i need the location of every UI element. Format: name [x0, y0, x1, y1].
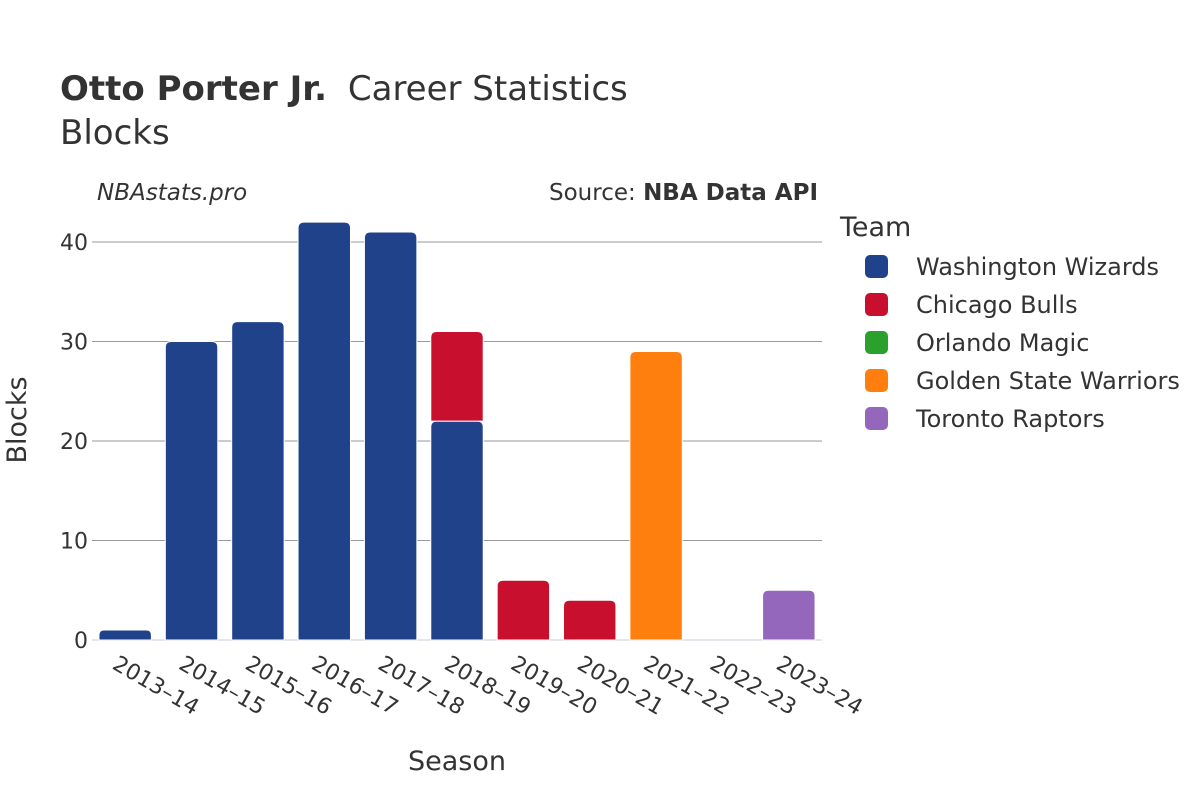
legend-item[interactable]: Chicago Bulls: [865, 291, 1078, 319]
bar-segment[interactable]: [563, 599, 617, 641]
source-prefix: Source:: [549, 180, 643, 206]
chart-subtitle: Blocks: [60, 113, 170, 153]
legend-swatch: [865, 407, 888, 430]
legend-label: Toronto Raptors: [915, 405, 1105, 433]
x-tick-labels: 2013–142014–152015–162016–172017–182018–…: [108, 652, 866, 721]
legend-swatch: [865, 331, 888, 354]
title-player: Otto Porter Jr.: [60, 69, 327, 109]
bar-segment[interactable]: [430, 420, 484, 641]
bar-segment[interactable]: [363, 231, 418, 641]
bars: [98, 221, 816, 641]
source-name: NBA Data API: [643, 180, 818, 206]
y-tick-label: 10: [60, 530, 88, 555]
legend-item[interactable]: Orlando Magic: [865, 329, 1089, 357]
legend-swatch: [865, 255, 888, 278]
source-credit: Source: NBA Data API: [549, 180, 818, 206]
legend-title: Team: [839, 212, 911, 243]
y-tick-label: 40: [60, 231, 88, 256]
bar-segment[interactable]: [297, 221, 351, 641]
x-axis-title: Season: [408, 746, 506, 777]
y-tick-label: 20: [60, 430, 88, 455]
bar-segment[interactable]: [430, 331, 484, 422]
legend-label: Orlando Magic: [916, 329, 1089, 357]
bar-segment[interactable]: [762, 589, 816, 641]
chart-title: Otto Porter Jr. Career Statistics: [60, 69, 628, 109]
y-tick-label: 0: [74, 629, 88, 654]
bar-segment[interactable]: [231, 321, 285, 641]
legend-label: Washington Wizards: [916, 253, 1159, 281]
legend: Team Washington Wizards Chicago Bulls Orla…: [839, 212, 1180, 433]
bar-segment[interactable]: [164, 341, 219, 641]
legend-swatch: [865, 293, 888, 316]
y-tick-labels: 0 10 20 30 40: [60, 231, 88, 654]
title-rest: Career Statistics: [348, 69, 628, 109]
y-axis-title: Blocks: [2, 376, 33, 463]
bar-segment[interactable]: [98, 629, 152, 641]
legend-swatch: [865, 369, 888, 392]
legend-item[interactable]: Toronto Raptors: [865, 405, 1105, 433]
y-tick-label: 30: [60, 331, 88, 356]
legend-item[interactable]: Golden State Warriors: [865, 367, 1180, 395]
bar-segment[interactable]: [629, 350, 683, 641]
site-credit: NBAstats.pro: [97, 180, 247, 206]
legend-item[interactable]: Washington Wizards: [865, 253, 1159, 281]
legend-label: Chicago Bulls: [916, 291, 1078, 319]
legend-label: Golden State Warriors: [916, 367, 1180, 395]
bar-segment[interactable]: [496, 579, 551, 641]
